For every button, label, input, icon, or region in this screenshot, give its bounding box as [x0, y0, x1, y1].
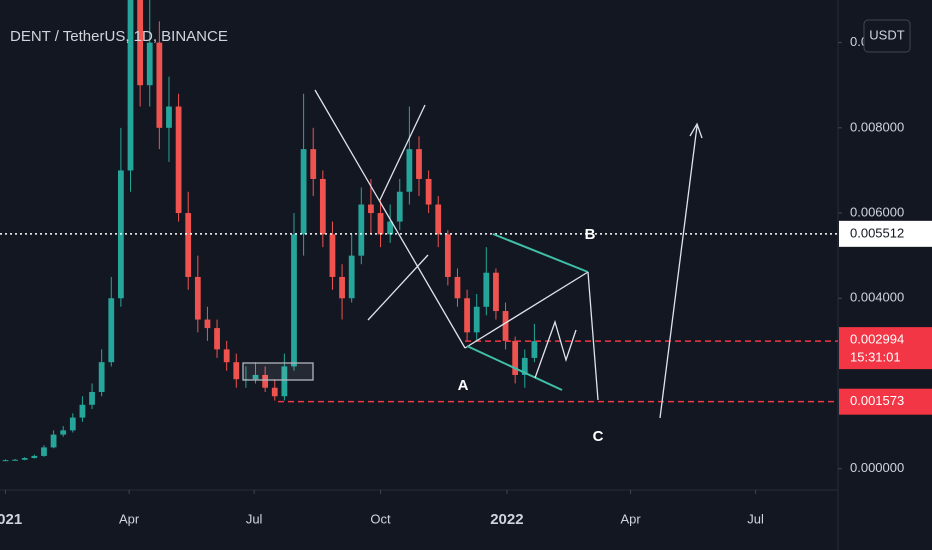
- candle-body: [310, 149, 317, 179]
- candle-body: [262, 374, 269, 388]
- price-label: 0.002994: [850, 332, 904, 347]
- trend-line: [464, 271, 589, 349]
- x-tick-label: Apr: [119, 511, 140, 526]
- candle-body: [146, 42, 153, 86]
- candle-body: [12, 459, 18, 461]
- candle-body: [185, 213, 192, 277]
- candle-body: [368, 204, 374, 214]
- candle-body: [252, 374, 259, 380]
- chart-title: DENT / TetherUS, 1D, BINANCE: [10, 28, 228, 45]
- candle-body: [531, 341, 538, 358]
- candle-body: [98, 362, 105, 392]
- price-label-bg: [839, 388, 932, 415]
- wave-label: C: [593, 428, 604, 445]
- candle-body: [512, 340, 519, 375]
- x-tick-label: Apr: [620, 511, 641, 526]
- x-tick-label: 2022: [490, 511, 523, 528]
- candle-body: [69, 417, 76, 431]
- candle-body: [214, 328, 220, 350]
- candle-body: [339, 276, 345, 299]
- x-tick-label: Jul: [747, 511, 764, 526]
- candle-body: [89, 392, 95, 405]
- channel-line: [492, 233, 589, 273]
- countdown: 15:31:01: [850, 350, 901, 365]
- candle-body: [271, 387, 278, 397]
- candle-body: [416, 149, 422, 179]
- x-tick-label: 2021: [0, 511, 22, 528]
- candle-body: [194, 276, 201, 320]
- y-tick-label: 0.008000: [850, 119, 904, 134]
- candle-body: [79, 404, 86, 418]
- candle-body: [300, 149, 307, 235]
- y-tick-label: 0.000000: [850, 460, 904, 475]
- y-tick-label: 0.006000: [850, 204, 904, 219]
- wave-label: B: [585, 226, 596, 243]
- candle-body: [502, 311, 509, 341]
- candle-body: [406, 149, 413, 192]
- candle-body: [41, 447, 47, 456]
- candle-body: [454, 276, 461, 299]
- y-tick-label: 0.004000: [850, 290, 904, 305]
- candle-body: [319, 178, 326, 235]
- candle-body: [281, 366, 288, 397]
- candle-body: [425, 178, 432, 205]
- candle-body: [21, 458, 28, 460]
- range-box: [242, 362, 314, 381]
- zigzag: [534, 319, 577, 379]
- candle-body: [127, 0, 134, 171]
- candle-body: [483, 272, 490, 307]
- candle-body: [108, 298, 115, 363]
- candle-body: [175, 106, 182, 214]
- candle-body: [493, 272, 499, 312]
- candle-body: [444, 234, 451, 277]
- price-label-bg: [839, 327, 932, 370]
- price-label-bg: [839, 220, 932, 247]
- arrow-line: [659, 125, 698, 419]
- candle-body: [233, 362, 240, 380]
- candle-body: [137, 0, 144, 86]
- price-label: 0.001573: [850, 393, 904, 408]
- candle-body: [60, 430, 67, 435]
- x-tick-label: Jul: [246, 511, 263, 526]
- candle-body: [473, 306, 480, 333]
- projection-line: [587, 271, 599, 401]
- candle-body: [2, 460, 9, 462]
- currency-button[interactable]: [863, 19, 911, 53]
- price-axis: 0.0000000.0040000.0060000.0080000.010000…: [838, 34, 932, 475]
- candle-body: [464, 298, 470, 333]
- currency-button-label[interactable]: USDT: [869, 27, 904, 42]
- candle-body: [166, 106, 172, 128]
- candle-body: [31, 455, 38, 459]
- candle-body: [50, 434, 57, 448]
- channel-line: [466, 345, 563, 391]
- wave-label: A: [458, 377, 469, 394]
- trend-line: [379, 104, 426, 201]
- drawings: [242, 89, 703, 419]
- candle-body: [291, 234, 297, 367]
- candle-body: [377, 213, 384, 235]
- x-tick-label: Oct: [370, 511, 391, 526]
- candle-body: [329, 234, 336, 277]
- candle-body: [521, 357, 528, 375]
- candle-body: [156, 42, 163, 128]
- plot-area: [0, 0, 838, 462]
- candle-body: [435, 204, 442, 235]
- trend-line: [314, 89, 466, 349]
- candle-body: [223, 349, 230, 363]
- candle-body: [348, 255, 355, 299]
- candle-body: [396, 191, 403, 222]
- trend-line: [367, 254, 429, 321]
- arrow-head: [689, 122, 703, 139]
- candle-body: [358, 204, 365, 256]
- price-label: 0.005512: [850, 225, 904, 240]
- candle-body: [204, 319, 211, 329]
- candle-body: [387, 221, 394, 235]
